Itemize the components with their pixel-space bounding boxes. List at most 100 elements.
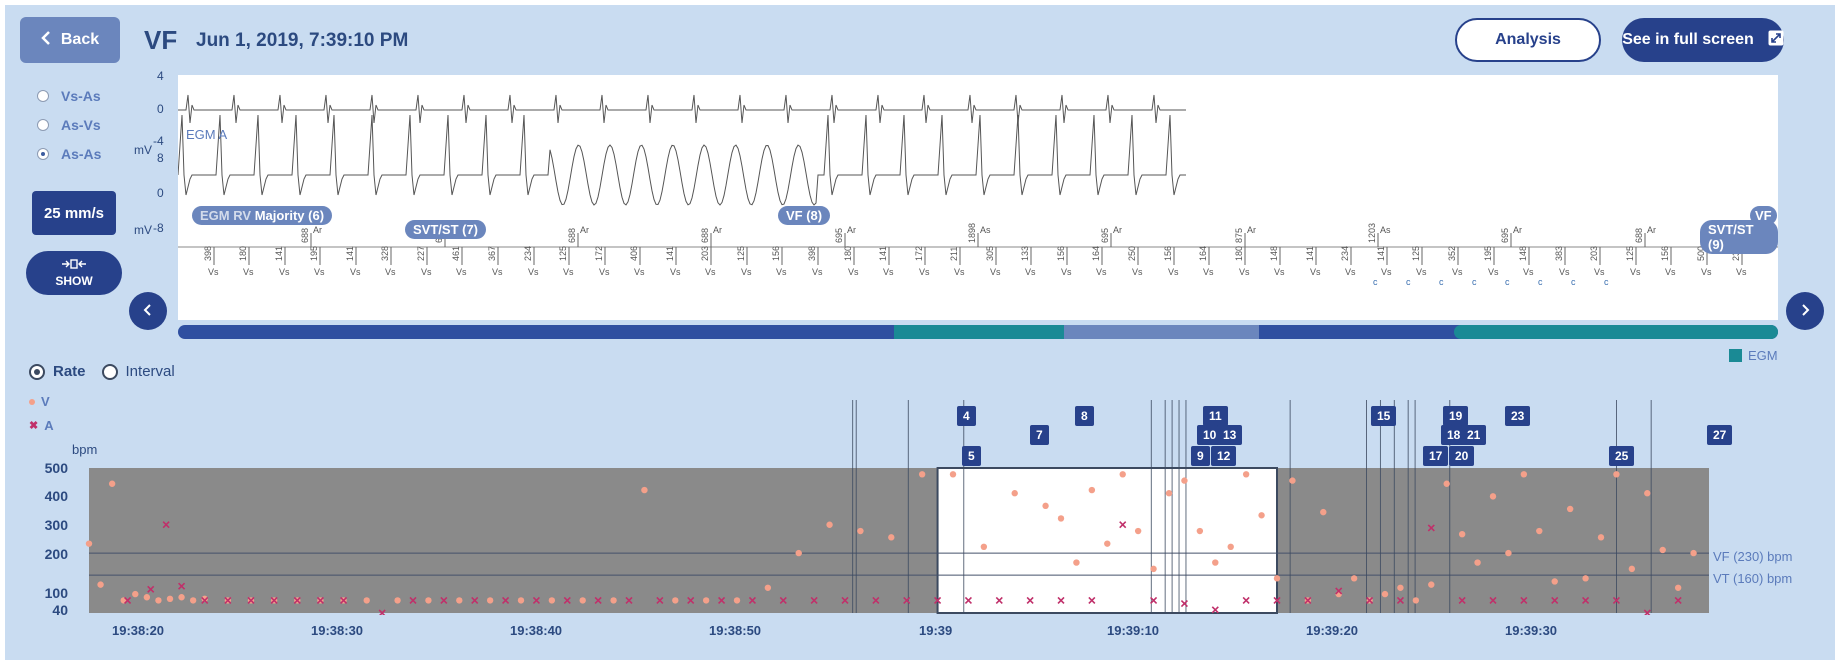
episode-tag-4[interactable]: 4 — [957, 406, 976, 426]
radio-vs-as[interactable] — [37, 90, 49, 102]
episode-navigator-bar[interactable] — [178, 325, 1778, 341]
x-tick-4: 19:39 — [919, 623, 953, 638]
egm-v-axis-top: 8 — [157, 151, 164, 165]
v-marker-type: Vs — [919, 267, 930, 277]
episode-tag-10[interactable]: 10 — [1197, 425, 1223, 445]
a-point — [934, 596, 942, 604]
v-marker-type: Vs — [990, 267, 1001, 277]
episode-tag-7[interactable]: 7 — [1030, 425, 1049, 445]
episode-tag-21[interactable]: 21 — [1461, 425, 1487, 445]
v-point — [1227, 543, 1234, 551]
v-point — [1134, 527, 1142, 535]
a-point — [1427, 524, 1435, 532]
v-marker-value: 180 — [1234, 246, 1244, 261]
v-point — [1042, 502, 1049, 510]
y-tick-500: 500 — [44, 460, 68, 476]
x-tick-7: 19:39:30 — [1505, 623, 1558, 638]
mode-rate-radio[interactable] — [29, 363, 45, 380]
fullscreen-button[interactable]: See in full screen — [1622, 18, 1784, 62]
option-as-vs[interactable]: As-Vs — [37, 117, 101, 133]
mode-interval-radio[interactable] — [101, 363, 118, 380]
episode-tag-25[interactable]: 25 — [1609, 446, 1635, 466]
radio-as-vs[interactable] — [37, 119, 49, 131]
v-point — [1536, 527, 1543, 535]
back-button[interactable]: Back — [20, 17, 120, 63]
a-point — [1273, 596, 1281, 604]
v-marker-value: 195 — [309, 246, 319, 261]
v-point — [1381, 590, 1389, 598]
mode-interval-option[interactable]: Interval — [101, 363, 175, 380]
episode-tag-9[interactable]: 9 — [1191, 446, 1210, 466]
v-marker-value: 156 — [1660, 246, 1670, 261]
episode-tag-12[interactable]: 12 — [1211, 446, 1237, 466]
a-point — [1396, 596, 1404, 604]
mode-rate-option[interactable]: Rate — [29, 363, 86, 380]
a-point — [872, 596, 880, 604]
v-marker-type: Vs — [883, 267, 894, 277]
event-label-svt-9: SVT/ST (9) — [1700, 220, 1778, 254]
egm-a-axis-top: 4 — [157, 69, 164, 83]
a-point — [1088, 596, 1096, 604]
episode-tag-17[interactable]: 17 — [1423, 446, 1449, 466]
v-marker-value: 125 — [1411, 246, 1421, 261]
v-point — [733, 597, 741, 604]
v-marker-value: 211 — [949, 247, 959, 261]
episode-tag-23[interactable]: 23 — [1505, 406, 1531, 426]
a-point — [656, 596, 664, 604]
episode-tag-20[interactable]: 20 — [1449, 446, 1475, 466]
x-tick-1: 19:38:30 — [311, 623, 364, 638]
a-marker-type: As — [980, 225, 991, 235]
speed-button[interactable]: 25 mm/s — [32, 191, 116, 235]
egm-v-axis-zero: 0 — [157, 186, 164, 200]
a-marker-value: 688 — [567, 228, 577, 243]
option-vs-as[interactable]: Vs-As — [37, 88, 101, 104]
a-marker-value: 1203 — [1367, 223, 1377, 243]
egm-v-trace — [178, 114, 1186, 206]
prev-button[interactable] — [129, 292, 167, 330]
a-point — [718, 596, 726, 604]
v-marker-value: 125 — [558, 246, 568, 261]
episode-tag-8[interactable]: 8 — [1075, 406, 1094, 426]
episode-tag-27[interactable]: 27 — [1707, 425, 1733, 445]
chevron-left-icon — [41, 30, 51, 51]
a-marker-type: Ar — [1247, 225, 1256, 235]
a-point — [687, 596, 695, 604]
option-vs-as-label: Vs-As — [61, 88, 101, 104]
episode-tag-13[interactable]: 13 — [1217, 425, 1243, 445]
v-point — [1613, 471, 1620, 478]
episode-tag-18[interactable]: 18 — [1441, 425, 1467, 445]
v-marker-value: 148 — [1269, 246, 1279, 261]
rate-chart[interactable] — [83, 400, 1723, 615]
option-as-as[interactable]: As-As — [37, 146, 101, 162]
plot-background — [89, 468, 1709, 613]
a-point — [964, 596, 972, 604]
a-marker-type: As — [1380, 225, 1391, 235]
v-point — [1428, 581, 1435, 588]
egm-viewer[interactable]: 398 Vs 180 Vs 141 Vs 195 Vs 141 Vs 328 Vs 227 Vs 461 Vs… — [178, 75, 1778, 320]
episode-tag-11[interactable]: 11 — [1203, 406, 1228, 426]
v-point — [85, 540, 93, 547]
episode-tag-15[interactable]: 15 — [1371, 406, 1397, 426]
a-marker-value: 688 — [1634, 228, 1644, 243]
v-point — [1273, 575, 1281, 582]
next-button[interactable] — [1786, 292, 1824, 330]
mode-interval-label: Interval — [125, 363, 175, 380]
y-tick-300: 300 — [44, 517, 68, 533]
v-marker-type: Vs — [1452, 267, 1463, 277]
radio-as-as[interactable] — [37, 148, 49, 160]
analysis-button[interactable]: Analysis — [1455, 18, 1601, 62]
a-point — [378, 609, 386, 615]
a-marker-value: 695 — [1500, 228, 1510, 243]
episode-tag-5[interactable]: 5 — [962, 446, 981, 466]
option-as-as-label: As-As — [61, 146, 102, 162]
c-mark: c — [1439, 277, 1444, 287]
v-marker-value: 172 — [594, 246, 604, 261]
x-tick-3: 19:38:50 — [709, 623, 762, 638]
episode-tag-19[interactable]: 19 — [1443, 406, 1469, 426]
x-tick-6: 19:39:20 — [1306, 623, 1359, 638]
show-button[interactable]: SHOW — [26, 251, 122, 295]
v-marker-value: 398 — [203, 246, 213, 261]
a-point — [270, 596, 278, 604]
a-cross-icon: ✖ — [29, 420, 39, 432]
speed-label: 25 mm/s — [43, 204, 105, 222]
